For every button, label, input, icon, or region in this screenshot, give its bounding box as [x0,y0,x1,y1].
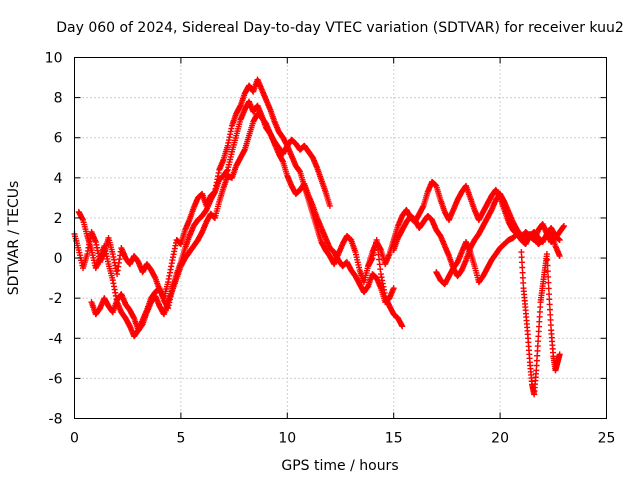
data-point [519,264,526,271]
chart-title: Day 060 of 2024, Sidereal Day-to-day VTE… [56,20,624,36]
data-point [399,323,406,330]
x-tick-label: 15 [385,431,403,447]
series-track-f [433,224,563,288]
data-point [546,296,553,303]
y-tick-label: 6 [54,131,63,147]
y-tick-label: 4 [54,171,63,187]
data-point [547,322,554,329]
data-point [547,311,554,318]
data-point [518,254,525,261]
y-tick-label: 0 [54,251,63,267]
data-point [556,253,563,260]
series-track-b [75,98,333,340]
data-point [518,259,525,266]
y-tick-label: -8 [49,412,63,428]
data-point [545,279,552,286]
x-tick-label: 20 [491,431,509,447]
data-point [547,316,554,323]
data-point [546,306,553,313]
y-tick-label: -4 [49,331,63,347]
series-track-g [518,249,563,398]
data-point [518,249,525,256]
y-tick-label: 10 [45,51,63,67]
data-point [546,301,553,308]
y-tick-label: -2 [49,291,63,307]
x-axis-label: GPS time / hours [281,458,398,474]
data-point [519,269,526,276]
data-point [560,222,567,229]
data-point [546,291,553,298]
x-tick-label: 5 [176,431,185,447]
data-point [519,274,526,281]
x-tick-label: 25 [598,431,616,447]
x-tick-label: 10 [278,431,296,447]
series-track-c [88,110,397,334]
y-tick-label: 2 [54,211,63,227]
data-point [390,285,397,292]
data-point [326,202,333,209]
data-point [545,285,552,292]
data-point [520,279,527,286]
y-tick-label: -6 [49,371,63,387]
y-tick-label: 8 [54,91,63,107]
x-tick-label: 0 [70,431,79,447]
data-points [71,76,567,398]
y-axis-label: SDTVAR / TECUs [6,181,22,296]
